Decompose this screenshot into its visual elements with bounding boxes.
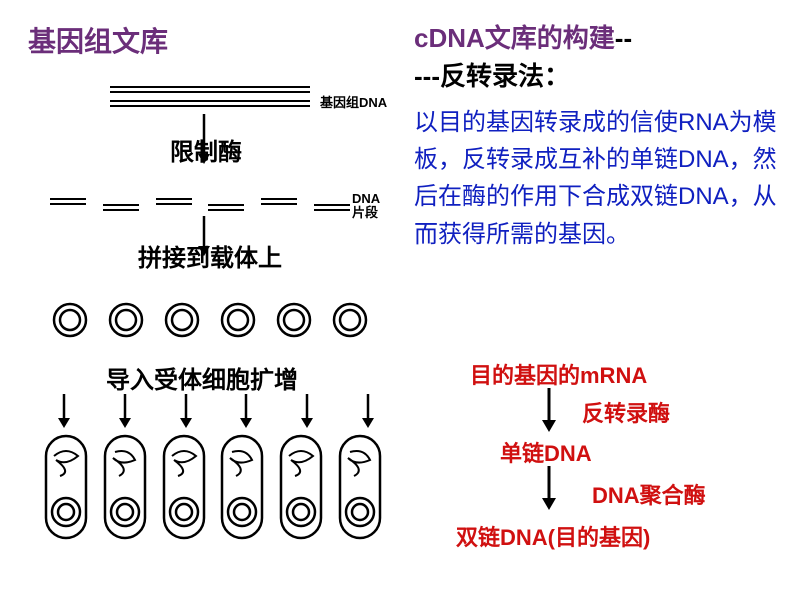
flow-enzyme1: 反转录酶 [582,396,670,428]
step2-label: 拼接到载体上 [138,238,282,273]
host-cell-icon [101,432,149,542]
genomic-dna [110,86,310,110]
host-cell-icon [160,432,208,542]
arrow-icon [299,394,315,428]
plasmid-icon [162,300,202,340]
host-cell-icon [277,432,325,542]
plasmid-row [50,300,370,340]
dna-fragment-label: DNA 片段 [352,192,380,221]
step1-label: 限制酶 [170,132,242,167]
arrow-icon [540,388,558,437]
right-title-line1: cDNA文库的构建-- [414,18,632,55]
arrow-icon [238,394,254,428]
arrow-icon [56,394,72,428]
plasmid-icon [106,300,146,340]
arrow-icon [117,394,133,428]
dna-fragments [50,198,350,205]
arrow-icon [178,394,194,428]
host-cell-icon [218,432,266,542]
left-title: 基因组文库 [28,20,168,60]
flow-node-dsdna: 双链DNA(目的基因) [456,520,650,552]
right-title-line2: ---反转录法： [414,56,570,93]
host-cell-icon [336,432,384,542]
host-cells [42,432,384,542]
host-cell-icon [42,432,90,542]
arrows-to-cells [56,394,376,428]
plasmid-icon [274,300,314,340]
arrow-icon [540,466,558,515]
step3-label: 导入受体细胞扩增 [106,360,298,395]
plasmid-icon [50,300,90,340]
cdna-description: 以目的基因转录成的信使RNA为模板，反转录成互补的单链DNA，然后在酶的作用下合… [414,104,786,253]
flow-node-ssdna: 单链DNA [500,436,592,468]
genomic-dna-label: 基因组DNA [320,92,387,111]
genomic-library-diagram: 基因组DNA 限制酶 DNA 片段 拼接到载体上 [20,80,390,580]
arrow-icon [360,394,376,428]
plasmid-icon [330,300,370,340]
flow-node-mrna: 目的基因的mRNA [470,358,647,390]
flow-enzyme2: DNA聚合酶 [592,478,706,510]
plasmid-icon [218,300,258,340]
